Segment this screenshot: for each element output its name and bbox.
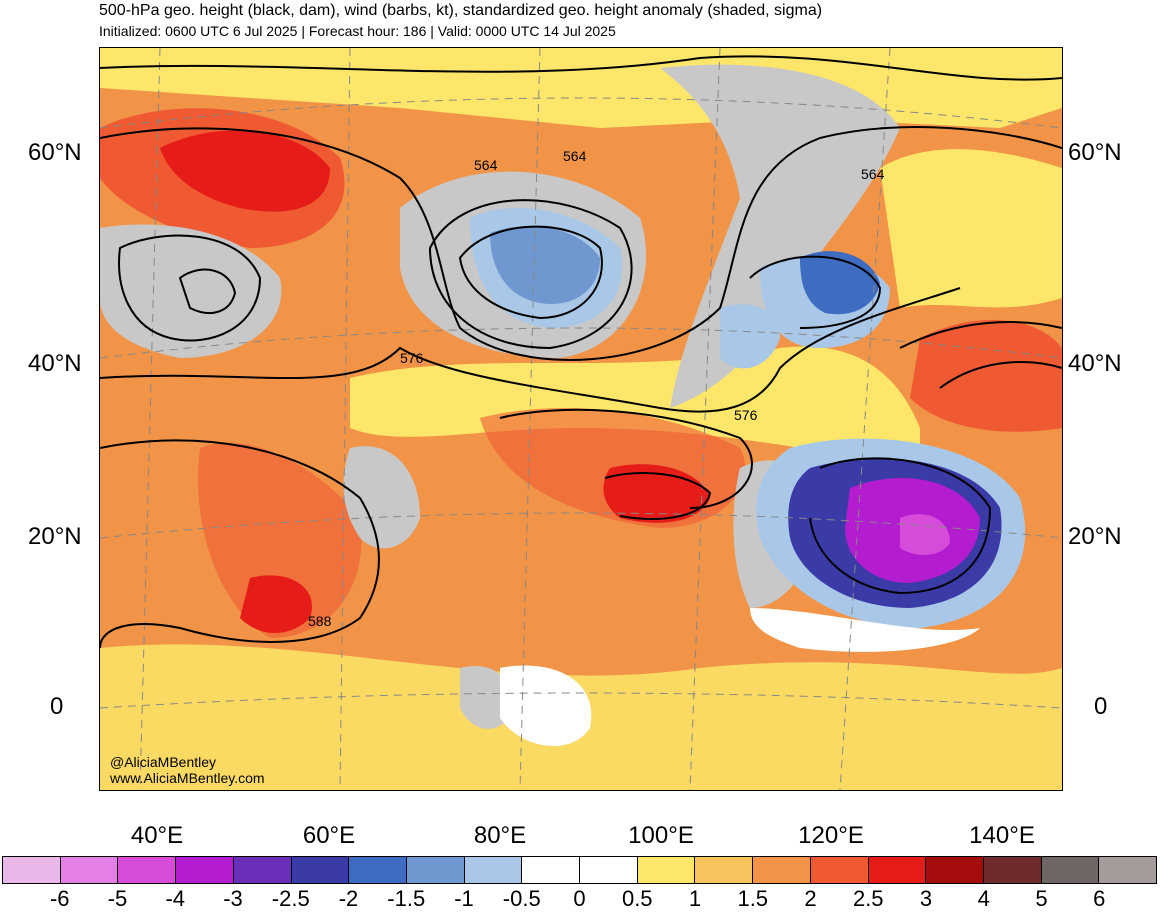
colorbar-cell [233, 857, 292, 883]
colorbar-cell [464, 857, 523, 883]
lon-label-140e: 140°E [969, 822, 1035, 849]
colorbar-cell [60, 857, 119, 883]
colorbar-label: 2 [804, 886, 817, 911]
colorbar-label: 1 [688, 886, 702, 911]
contour-label-564-b: 564 [563, 148, 587, 164]
colorbar-label: -3 [223, 886, 243, 911]
anomaly-low-typhoon-eye [900, 514, 950, 555]
contour-label-576-b: 576 [734, 407, 758, 423]
anomaly-high-africa [240, 575, 312, 633]
credit-site: www.AliciaMBentley.com [110, 770, 265, 786]
colorbar-label: -5 [107, 886, 128, 911]
lon-label-80e: 80°E [473, 822, 527, 849]
colorbar-cell [753, 857, 811, 883]
map-title: 500-hPa geo. height (black, dam), wind (… [99, 2, 823, 19]
colorbar-cell [406, 857, 465, 883]
colorbar-label: 1.5 [737, 886, 769, 911]
contour-label-564-c: 564 [861, 166, 885, 182]
lat-label-right-0: 0 [1094, 693, 1108, 720]
lat-label-right-40: 40°N [1068, 350, 1122, 377]
anomaly-gray-bay [460, 666, 513, 729]
colorbar-label: -1.5 [387, 886, 426, 911]
anomaly-gray-caspian [100, 224, 282, 358]
colorbar-cell [176, 857, 234, 883]
map-canvas: 564 564 564 576 576 588 [100, 48, 1062, 790]
colorbar-cell [695, 857, 754, 883]
colorbar-cell [1041, 857, 1100, 883]
colorbar-cell [118, 857, 177, 883]
graticule [100, 48, 1062, 790]
colorbar-label: 0.5 [621, 886, 653, 911]
colorbar-cell [983, 857, 1042, 883]
credit-handle: @AliciaMBentley [110, 754, 217, 770]
colorbar-label: -1 [454, 886, 474, 911]
anomaly-yellow-northeast [880, 149, 1062, 308]
colorbar-label: 2.5 [852, 886, 884, 911]
colorbar-cell [291, 857, 350, 883]
colorbar-label: 3 [919, 886, 933, 911]
lat-label-right-60: 60°N [1068, 139, 1122, 166]
lat-label-left-60: 60°N [28, 139, 82, 166]
anomaly-high-pacific [910, 319, 1062, 432]
anomaly-gray-india [343, 446, 420, 549]
map-subtitle: Initialized: 0600 UTC 6 Jul 2025 | Forec… [99, 23, 616, 39]
lon-label-40e: 40°E [130, 822, 184, 849]
colorbar-label: -0.5 [502, 886, 541, 911]
anomaly-orange-arabia [198, 442, 362, 638]
colorbar-label: -2.5 [271, 886, 310, 911]
contour-label-564-a: 564 [474, 157, 498, 173]
colorbar-cell [3, 857, 61, 883]
weather-map: 564 564 564 576 576 588 @AliciaMBentley … [99, 47, 1063, 791]
lon-label-100e: 100°E [628, 822, 694, 849]
lat-label-left-20: 20°N [28, 523, 82, 550]
colorbar-cell [868, 857, 927, 883]
contour-label-576-a: 576 [400, 350, 424, 366]
colorbar-cell [810, 857, 869, 883]
anomaly-colorbar [2, 856, 1157, 884]
lon-label-120e: 120°E [798, 822, 864, 849]
contour-label-588: 588 [308, 613, 332, 629]
colorbar-cell [637, 857, 696, 883]
colorbar-label: 0 [573, 886, 586, 911]
colorbar-cell [1099, 857, 1157, 883]
colorbar-label: 4 [977, 886, 990, 911]
colorbar-label: -2 [338, 886, 359, 911]
colorbar-cell [522, 857, 581, 883]
anomaly-low-siberia-mid [490, 226, 600, 304]
colorbar-cell [926, 857, 984, 883]
lon-label-60e: 60°E [302, 822, 356, 849]
anomaly-high-europe-core [160, 130, 330, 212]
height-contours [100, 55, 1062, 649]
colorbar-label: -6 [49, 886, 70, 911]
lat-label-right-20: 20°N [1068, 523, 1122, 550]
colorbar-label: 5 [1035, 886, 1048, 911]
anomaly-low-china [720, 304, 780, 369]
lat-label-left-0: 0 [50, 693, 64, 720]
colorbar-label: 6 [1093, 886, 1106, 911]
colorbar-cell [580, 857, 638, 883]
colorbar-cell [349, 857, 407, 883]
anomaly-yellow-central [350, 346, 920, 468]
anomaly-white-philippines [750, 608, 980, 652]
lat-label-left-40: 40°N [28, 350, 82, 377]
colorbar-label: -4 [165, 886, 186, 911]
